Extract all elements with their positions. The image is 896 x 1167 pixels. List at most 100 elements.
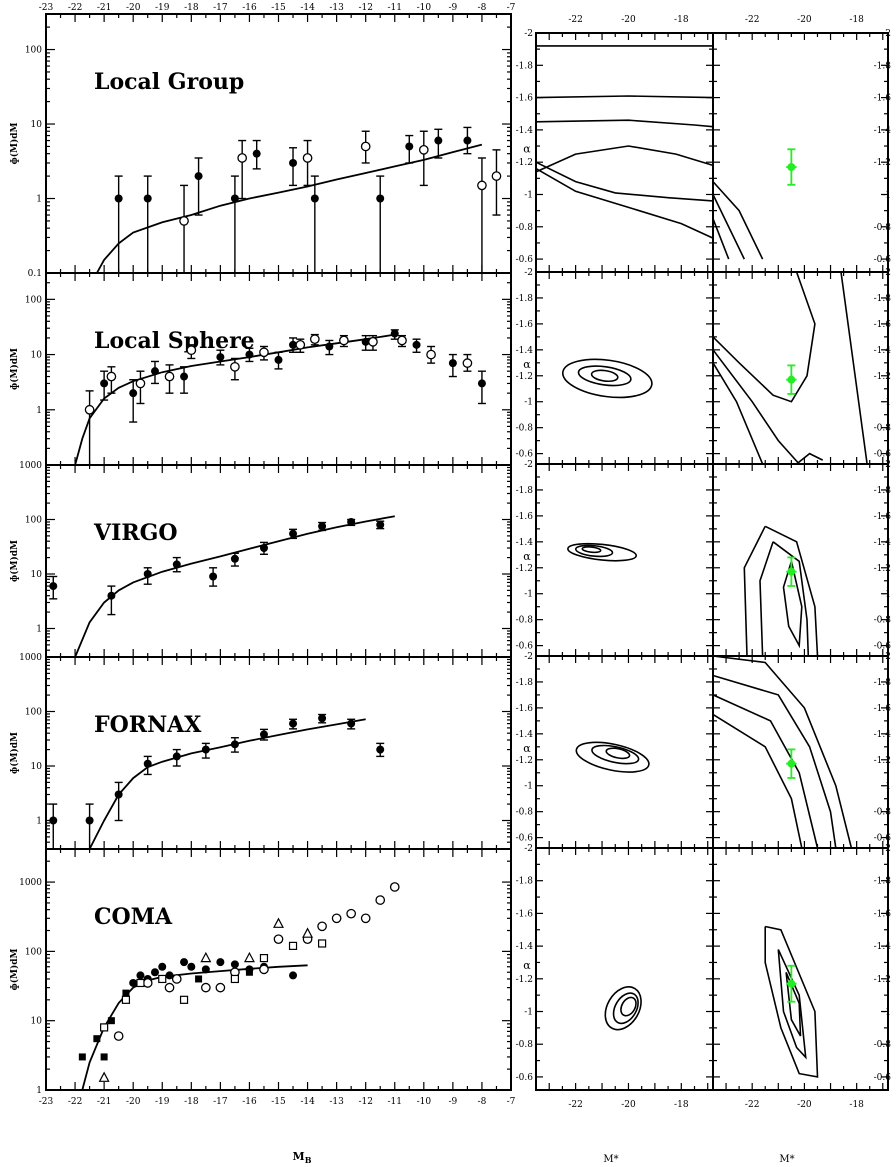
y-tick-label: 1: [36, 817, 42, 827]
contour-top-x-tick-label: -20: [621, 15, 636, 25]
alpha-tick-label-left: -1.4: [516, 346, 534, 356]
alpha-tick-label-right: -1.8: [874, 877, 892, 887]
alpha-tick-label-right: -2: [882, 29, 891, 39]
alpha-tick-label-left: -0.8: [516, 616, 534, 626]
data-point-open-circle: [491, 171, 502, 181]
bottom-x-tick-label: -21: [97, 1097, 112, 1107]
bottom-x-tick-label: -19: [155, 1097, 170, 1107]
data-point-open-circle: [164, 982, 175, 993]
y-tick-label: 10: [31, 351, 43, 361]
y-axis-label: ɸ(M)dM: [9, 949, 20, 991]
data-point-filled-square: [245, 968, 253, 976]
confidence-contour: [535, 167, 714, 239]
data-point-filled-circle: [201, 965, 210, 974]
alpha-tick-label-left: -1: [524, 398, 533, 408]
y-tick-label: 1: [36, 625, 42, 635]
alpha-tick-label-right: -1.8: [874, 294, 892, 304]
alpha-tick-label-left: -0.8: [516, 424, 534, 434]
data-point-filled-circle: [114, 194, 123, 203]
y-tick-label: 10: [31, 570, 43, 580]
panel-frame: [712, 271, 889, 465]
alpha-tick-label-right: -1.2: [874, 564, 891, 574]
data-point-open-circle: [462, 358, 473, 368]
confidence-contour-group: [612, 992, 639, 1025]
alpha-tick-label-right: -1.4: [874, 730, 892, 740]
lf-panel-coma: 1 10 100 1000 ɸ(M)dM COMA: [9, 848, 512, 1096]
alpha-tick-label-right: -1.2: [874, 158, 891, 168]
alpha-tick-label-right: -0.6: [874, 642, 892, 652]
alpha-tick-label-left: -1.2: [516, 975, 533, 985]
confidence-contour: [581, 546, 602, 554]
data-point-filled-circle: [434, 136, 443, 145]
alpha-tick-label-right: -1.4: [874, 346, 892, 356]
alpha-tick-label-left: -2: [524, 460, 533, 470]
contour-top-x-tick-label: -22: [568, 15, 583, 25]
data-point-filled-circle: [143, 570, 152, 579]
y-axis-label: ɸ(M)dM: [9, 348, 20, 390]
data-point-filled-circle: [230, 740, 239, 749]
panel-frame: [535, 32, 714, 273]
contour-panel-3-right: [712, 655, 889, 849]
bottom-x-tick-label: -22: [68, 1097, 83, 1107]
alpha-tick-label-left: -0.6: [516, 255, 534, 265]
alpha-tick-label-left: -1.6: [516, 320, 534, 330]
contour-bottom-x-tick-label: -20: [797, 1100, 812, 1110]
alpha-tick-label-left: -1.4: [516, 730, 534, 740]
data-point-filled-circle: [194, 172, 203, 181]
confidence-contour: [577, 365, 632, 387]
data-point-open-circle: [179, 216, 189, 226]
top-x-tick-label: -13: [329, 3, 344, 13]
confidence-contour: [712, 694, 819, 849]
y-tick-label: 1: [36, 406, 42, 416]
data-point-filled-circle: [230, 960, 239, 969]
y-tick-label: 1: [36, 1086, 42, 1096]
alpha-tick-label-right: -1.4: [874, 538, 892, 548]
contour-panel-2-right: [712, 463, 889, 657]
alpha-tick-label-right: -0.8: [874, 223, 892, 233]
alpha-tick-label-right: -2: [882, 652, 891, 662]
alpha-tick-label-right: -0.6: [874, 450, 892, 460]
data-point-filled-circle: [143, 194, 152, 203]
top-x-tick-label: -23: [39, 3, 54, 13]
data-point-filled-circle: [150, 367, 159, 376]
y-axis-label: ɸ(M)dM: [9, 540, 20, 582]
alpha-tick-label-right: -1.8: [874, 678, 892, 688]
bottom-x-tick-label: -14: [300, 1097, 315, 1107]
data-point-open-triangle: [200, 951, 212, 963]
data-point-filled-circle: [361, 337, 370, 346]
confidence-contour: [772, 541, 810, 657]
confidence-contour: [604, 986, 642, 1031]
lf-panel-fornax: 1 10 100 1000 ɸ(M)dM FORNAX: [9, 653, 512, 850]
data-point-open-circle: [397, 335, 407, 346]
data-point-filled-circle: [187, 962, 196, 971]
alpha-tick-label-right: -2: [882, 268, 891, 278]
bottom-x-tick-label: -18: [184, 1097, 199, 1107]
confidence-contour: [574, 544, 614, 558]
confidence-contour-group: [561, 358, 653, 399]
reference-point: [787, 759, 796, 768]
data-point-filled-circle: [158, 962, 167, 971]
data-point-filled-circle: [209, 572, 218, 581]
bottom-x-tick-label: -8: [478, 1097, 487, 1107]
alpha-tick-label-left: -1.6: [516, 704, 534, 714]
data-point-filled-circle: [129, 978, 138, 987]
bottom-x-tick-label: -16: [242, 1097, 257, 1107]
panel-title: COMA: [94, 904, 173, 930]
alpha-tick-label-left: -1.4: [516, 538, 534, 548]
confidence-contour: [712, 713, 803, 849]
alpha-tick-label-left: -1: [524, 782, 533, 792]
data-point-open-circle: [171, 974, 182, 984]
confidence-contour: [535, 145, 714, 173]
schechter-fit-curve: [74, 515, 395, 658]
data-point-filled-circle: [412, 340, 421, 349]
schechter-fit-curve: [88, 718, 366, 850]
y-tick-label: 1: [36, 195, 42, 205]
contour-top-x-tick-label: -18: [849, 15, 864, 25]
data-point-filled-circle: [136, 971, 145, 980]
alpha-tick-label-left: -2: [524, 844, 533, 854]
data-point-filled-circle: [310, 194, 319, 203]
data-point-filled-circle: [376, 745, 385, 754]
alpha-tick-label-left: -1.8: [516, 294, 534, 304]
y-tick-label: 0.1: [28, 269, 42, 279]
alpha-tick-label-right: -1.8: [874, 61, 892, 71]
